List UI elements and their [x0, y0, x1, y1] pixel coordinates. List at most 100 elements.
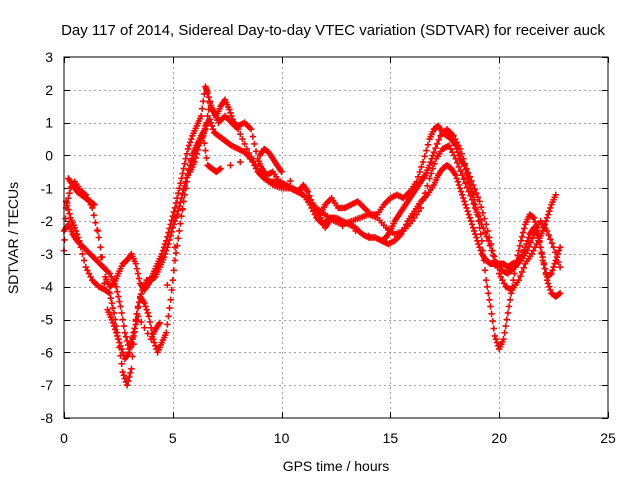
data-point — [129, 353, 136, 360]
data-point — [175, 207, 182, 214]
data-point — [455, 142, 462, 149]
data-point — [544, 280, 552, 287]
data-point — [488, 310, 495, 318]
data-point — [61, 236, 68, 244]
data-point — [481, 215, 488, 222]
x-tick-label: 5 — [169, 430, 177, 446]
data-point — [456, 145, 464, 153]
data-point — [530, 214, 538, 222]
data-point — [433, 140, 441, 148]
data-point — [432, 144, 439, 152]
data-point — [134, 304, 142, 312]
data-point — [118, 360, 125, 368]
data-point — [486, 234, 493, 241]
data-point — [205, 94, 212, 101]
data-point — [132, 321, 140, 328]
data-point — [171, 257, 179, 264]
data-point — [461, 198, 468, 205]
data-point — [184, 171, 192, 179]
y-tick-label: 0 — [45, 147, 53, 163]
data-point — [481, 267, 489, 274]
data-point — [553, 253, 561, 261]
data-point — [502, 322, 509, 330]
data-point — [540, 224, 548, 231]
data-point — [128, 365, 135, 372]
data-point — [494, 264, 501, 272]
data-point — [464, 208, 471, 215]
y-axis-label: SDTVAR / TECUs — [5, 182, 21, 294]
data-point — [469, 224, 477, 231]
y-tick-label: 3 — [45, 49, 53, 65]
data-point — [452, 171, 459, 179]
data-point — [472, 204, 479, 212]
data-point — [176, 185, 183, 192]
data-point — [172, 249, 180, 257]
data-point — [143, 306, 150, 313]
data-point — [164, 244, 171, 251]
data-point — [500, 336, 507, 343]
data-point — [119, 368, 126, 376]
data-point — [490, 325, 497, 332]
data-point — [160, 253, 168, 261]
data-point — [165, 229, 172, 236]
data-point — [525, 243, 533, 250]
data-point — [478, 203, 485, 211]
data-point — [113, 329, 120, 336]
data-point — [249, 133, 256, 140]
data-point — [169, 276, 176, 284]
data-point — [258, 171, 266, 179]
data-point — [131, 325, 138, 332]
data-point — [176, 227, 183, 235]
data-point — [208, 122, 216, 130]
x-tick-label: 20 — [491, 430, 507, 446]
data-point — [539, 253, 546, 261]
data-point — [422, 189, 429, 197]
data-point — [144, 330, 151, 337]
data-point — [164, 233, 171, 240]
data-point — [538, 249, 545, 256]
data-point — [468, 177, 475, 185]
data-point — [492, 258, 500, 266]
data-point — [254, 165, 261, 172]
data-point — [544, 211, 552, 218]
data-point — [501, 329, 508, 336]
data-point — [522, 244, 529, 251]
data-point — [82, 263, 89, 271]
data-point — [128, 339, 135, 346]
data-point — [107, 295, 114, 302]
data-point — [549, 267, 556, 274]
data-point — [537, 244, 544, 251]
data-point — [452, 155, 459, 162]
data-point — [120, 372, 128, 379]
data-point — [206, 116, 213, 123]
data-point — [114, 288, 121, 295]
data-point — [141, 299, 148, 307]
x-tick-label: 10 — [274, 430, 290, 446]
data-point — [426, 162, 433, 169]
data-point — [496, 270, 503, 277]
data-point — [470, 227, 478, 235]
data-point — [475, 240, 482, 248]
data-point — [510, 276, 517, 284]
data-point — [119, 316, 126, 323]
data-point — [278, 168, 285, 176]
data-point — [183, 150, 191, 158]
data-point — [91, 201, 98, 208]
data-point — [108, 299, 116, 307]
data-point — [193, 150, 200, 158]
data-point — [108, 316, 116, 323]
data-point — [165, 313, 172, 320]
data-point — [530, 231, 538, 238]
data-point — [479, 209, 487, 217]
data-point — [138, 318, 145, 326]
data-point — [256, 168, 264, 176]
grid-lines — [64, 57, 608, 418]
data-point — [90, 212, 98, 219]
data-point — [516, 242, 524, 249]
data-point — [66, 210, 73, 217]
data-point — [309, 208, 317, 215]
data-point — [74, 234, 82, 241]
data-series — [60, 83, 564, 389]
data-point — [170, 208, 178, 216]
data-point — [466, 214, 474, 222]
